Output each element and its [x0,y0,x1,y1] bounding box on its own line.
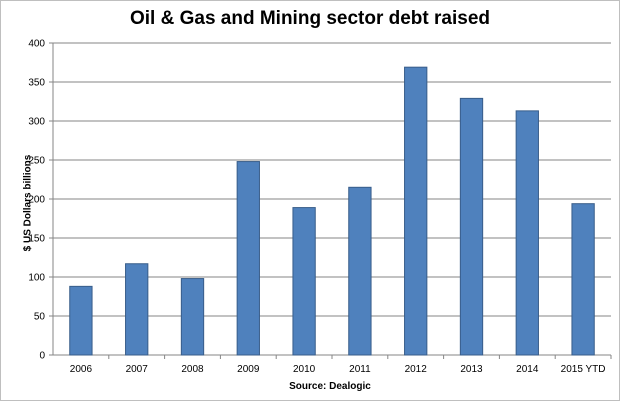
bar [459,97,484,356]
x-tick-label: 2011 [349,364,371,375]
x-tick-label: 2006 [70,364,93,375]
bar [404,66,428,356]
x-tick-label: 2010 [293,364,316,375]
x-axis-label: Source: Dealogic [289,381,371,392]
y-tick-label: 350 [28,78,45,89]
y-tick-label: 300 [28,117,45,128]
x-tick-label: 2015 YTD [561,364,606,375]
bar [292,207,316,356]
bar [180,278,205,356]
y-tick-label: 200 [28,195,45,206]
y-tick-label: 150 [28,234,45,245]
bar [571,203,595,356]
bar [69,285,93,356]
x-tick-label: 2009 [237,364,260,375]
x-tick-label: 2008 [181,364,204,375]
x-tick-label: 2013 [460,364,483,375]
bar [515,110,539,356]
bar [236,161,260,356]
y-tick-label: 400 [28,39,45,50]
chart-title: Oil & Gas and Mining sector debt raised [129,8,491,29]
y-tick-label: 100 [28,273,45,284]
y-tick-label: 50 [34,312,46,323]
y-tick-label: 250 [28,156,45,167]
x-tick-label: 2007 [126,364,149,375]
bar [125,263,149,356]
y-tick-label: 0 [39,351,45,362]
x-tick-label: 2014 [516,364,539,375]
bar [348,186,372,356]
x-tick-label: 2012 [405,364,428,375]
